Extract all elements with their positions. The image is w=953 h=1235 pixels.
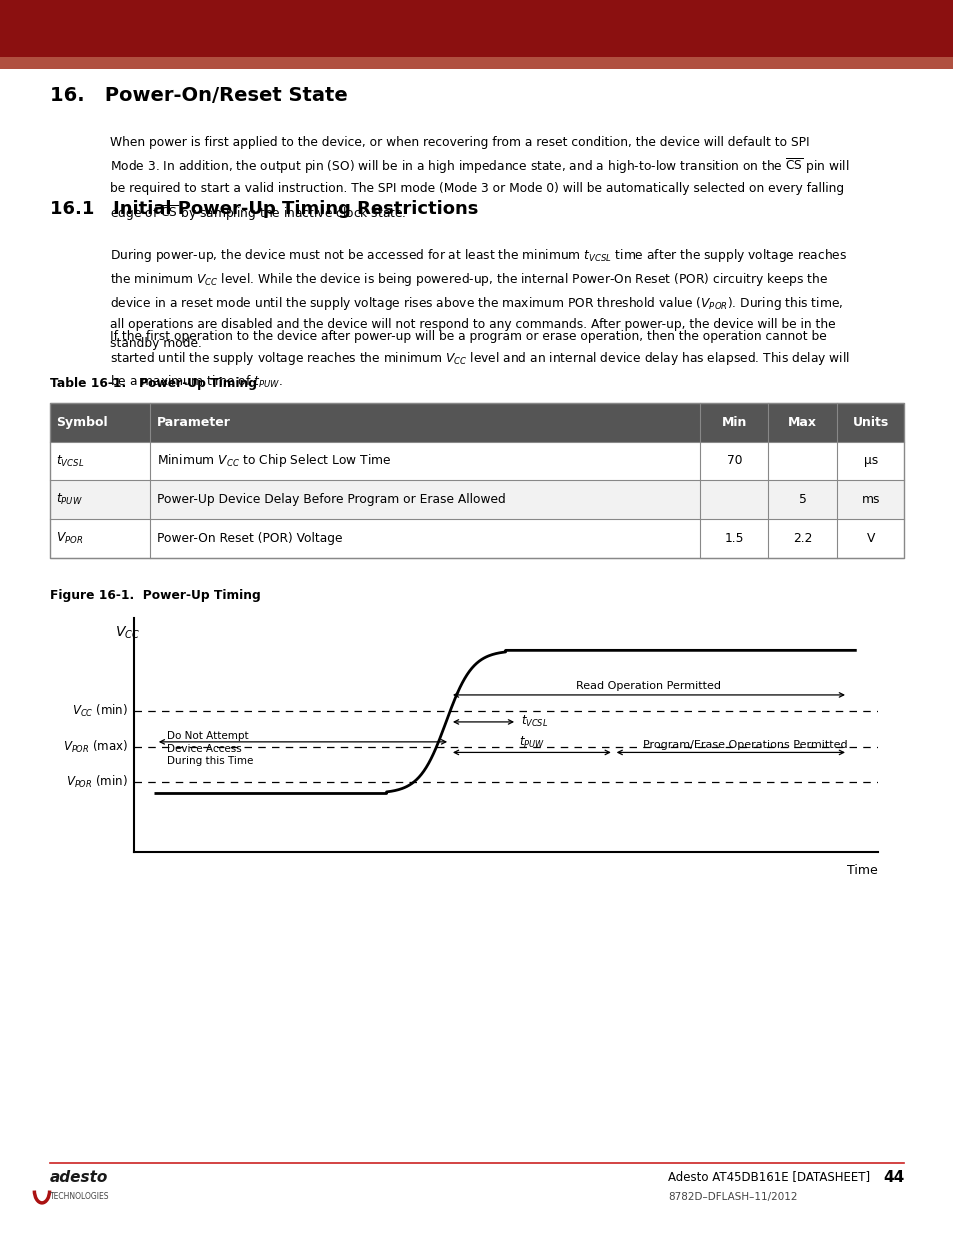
Text: Do Not Attempt
Device Access
During this Time: Do Not Attempt Device Access During this… <box>167 731 253 766</box>
Text: Parameter: Parameter <box>157 415 231 429</box>
Text: Time: Time <box>846 864 877 877</box>
Text: $t_{VCSL}$: $t_{VCSL}$ <box>56 453 85 468</box>
Text: Power-On Reset (POR) Voltage: Power-On Reset (POR) Voltage <box>157 532 342 546</box>
Bar <box>50 519 903 558</box>
Bar <box>0 57 953 69</box>
Text: Power-Up Device Delay Before Program or Erase Allowed: Power-Up Device Delay Before Program or … <box>157 493 505 506</box>
Text: V: V <box>865 532 874 546</box>
Text: 16.1   Initial Power-Up Timing Restrictions: 16.1 Initial Power-Up Timing Restriction… <box>50 200 477 219</box>
Text: 16.   Power-On/Reset State: 16. Power-On/Reset State <box>50 86 347 105</box>
Text: During power-up, the device must not be accessed for at least the minimum $t_{VC: During power-up, the device must not be … <box>110 247 846 351</box>
Text: $t_{VCSL}$: $t_{VCSL}$ <box>520 714 547 730</box>
Text: Max: Max <box>787 415 817 429</box>
Text: If the first operation to the device after power-up will be a program or erase o: If the first operation to the device aft… <box>110 330 849 390</box>
Bar <box>50 403 903 441</box>
Text: When power is first applied to the device, or when recovering from a reset condi: When power is first applied to the devic… <box>110 136 848 222</box>
Bar <box>50 442 903 480</box>
Text: μs: μs <box>862 454 877 468</box>
Text: 44: 44 <box>882 1170 903 1184</box>
Bar <box>50 403 903 558</box>
Text: Min: Min <box>720 415 746 429</box>
Text: TECHNOLOGIES: TECHNOLOGIES <box>50 1192 109 1200</box>
Text: Read Operation Permitted: Read Operation Permitted <box>576 682 720 692</box>
Text: Table 16-1.   Power-Up Timing: Table 16-1. Power-Up Timing <box>50 377 256 390</box>
Text: Program/Erase Operations Permitted: Program/Erase Operations Permitted <box>642 740 847 750</box>
Text: Figure 16-1.  Power-Up Timing: Figure 16-1. Power-Up Timing <box>50 589 260 603</box>
Text: $V_{CC}$ (min): $V_{CC}$ (min) <box>71 703 128 720</box>
Text: 70: 70 <box>726 454 741 468</box>
Text: $V_{CC}$: $V_{CC}$ <box>115 625 140 641</box>
Text: $V_{POR}$ (min): $V_{POR}$ (min) <box>66 773 128 790</box>
Text: 2.2: 2.2 <box>792 532 812 546</box>
Bar <box>0 0 953 57</box>
Text: Minimum $V_{CC}$ to Chip Select Low Time: Minimum $V_{CC}$ to Chip Select Low Time <box>157 452 392 469</box>
Text: $t_{PUW}$: $t_{PUW}$ <box>518 735 544 750</box>
Bar <box>50 480 903 519</box>
Text: Units: Units <box>852 415 888 429</box>
Text: 1.5: 1.5 <box>723 532 743 546</box>
Text: Adesto AT45DB161E [DATASHEET]: Adesto AT45DB161E [DATASHEET] <box>667 1170 869 1183</box>
Text: 8782D–DFLASH–11/2012: 8782D–DFLASH–11/2012 <box>667 1192 797 1202</box>
Text: ms: ms <box>861 493 879 506</box>
Text: Symbol: Symbol <box>56 415 108 429</box>
Text: 5: 5 <box>798 493 806 506</box>
Text: $t_{PUW}$: $t_{PUW}$ <box>56 493 83 508</box>
Text: $V_{POR}$: $V_{POR}$ <box>56 531 84 546</box>
Text: adesto: adesto <box>50 1170 108 1184</box>
Text: $V_{POR}$ (max): $V_{POR}$ (max) <box>63 739 128 755</box>
